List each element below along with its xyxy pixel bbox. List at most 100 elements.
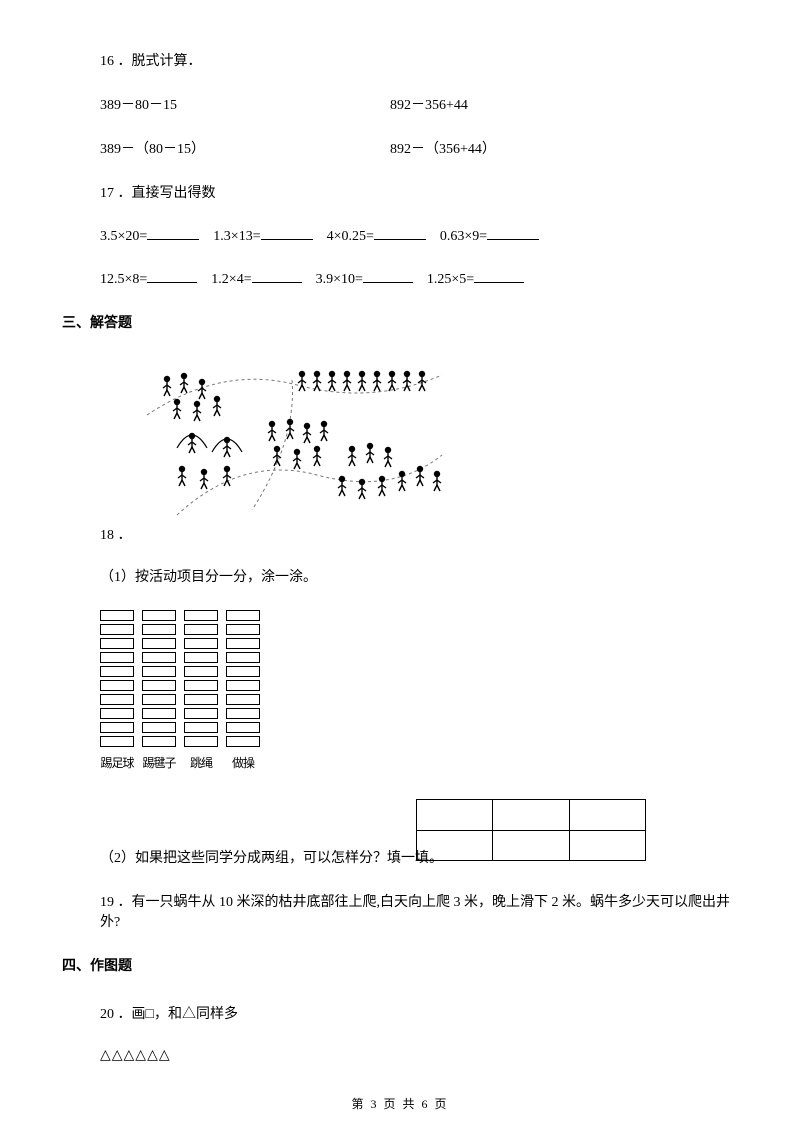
answer-blank[interactable] <box>147 269 197 283</box>
section-3-heading: 三、解答题 <box>62 312 738 332</box>
tally-label: 做操 <box>232 754 254 771</box>
tally-box[interactable] <box>226 736 260 747</box>
tally-box[interactable] <box>184 624 218 635</box>
tally-label: 踢毽子 <box>142 754 175 771</box>
tally-box[interactable] <box>142 680 176 691</box>
tally-box[interactable] <box>226 624 260 635</box>
q19-number: 19 <box>100 895 114 910</box>
q16-title: ．脱式计算． <box>118 54 202 69</box>
fill-grid[interactable] <box>416 799 646 861</box>
tally-box[interactable] <box>142 638 176 649</box>
tally-col-2: 踢毽子 <box>142 610 176 771</box>
q19-text: ．有一只蜗牛从 10 米深的枯井底部往上爬,白天向上爬 3 米，晚上滑下 2 米… <box>100 895 730 930</box>
q17-header: 17 ．直接写出得数 <box>62 182 738 202</box>
tally-box[interactable] <box>184 680 218 691</box>
tally-box[interactable] <box>226 708 260 719</box>
q17-row-2: 12.5×8= 1.2×4= 3.9×10= 1.25×5= <box>62 269 738 288</box>
tally-box[interactable] <box>100 694 134 705</box>
tally-label: 跳绳 <box>190 754 212 771</box>
tally-box[interactable] <box>100 666 134 677</box>
q17-title: ．直接写出得数 <box>118 186 216 201</box>
tally-box[interactable] <box>142 736 176 747</box>
tally-box[interactable] <box>100 708 134 719</box>
tally-box[interactable] <box>226 638 260 649</box>
tally-box[interactable] <box>226 610 260 621</box>
answer-blank[interactable] <box>261 226 313 240</box>
calc-item: 3.5×20= <box>100 229 147 244</box>
tally-box[interactable] <box>142 666 176 677</box>
calc-item: 1.2×4= <box>211 272 251 287</box>
tally-box[interactable] <box>226 680 260 691</box>
q16-expr-2-left: 389－（80－15） <box>100 138 390 158</box>
answer-blank[interactable] <box>474 269 524 283</box>
tally-box[interactable] <box>226 722 260 733</box>
tally-col-1: 踢足球 <box>100 610 134 771</box>
tally-box[interactable] <box>184 694 218 705</box>
q16-row-2: 389－（80－15） 892－（356+44） <box>62 138 738 158</box>
q17-number: 17 <box>100 186 114 201</box>
tally-box[interactable] <box>226 652 260 663</box>
answer-blank[interactable] <box>147 226 199 240</box>
tally-label: 踢足球 <box>100 754 133 771</box>
tally-box[interactable] <box>100 736 134 747</box>
tally-box[interactable] <box>100 638 134 649</box>
tally-box[interactable] <box>142 652 176 663</box>
answer-blank[interactable] <box>363 269 413 283</box>
q16-row-1: 389－80－15 892－356+44 <box>62 94 738 114</box>
footer-right: 页 <box>435 1097 449 1111</box>
tally-box[interactable] <box>100 624 134 635</box>
calc-item: 12.5×8= <box>100 272 147 287</box>
calc-item: 3.9×10= <box>316 272 363 287</box>
tally-box[interactable] <box>100 652 134 663</box>
tally-box[interactable] <box>100 610 134 621</box>
answer-blank[interactable] <box>252 269 302 283</box>
tally-chart: 踢足球 踢毽子 跳绳 做操 <box>100 610 738 771</box>
tally-box[interactable] <box>184 610 218 621</box>
activity-illustration <box>142 360 452 518</box>
tally-col-3: 跳绳 <box>184 610 218 771</box>
tally-box[interactable] <box>226 694 260 705</box>
footer-left: 第 <box>351 1097 365 1111</box>
calc-item: 4×0.25= <box>327 229 374 244</box>
tally-box[interactable] <box>142 624 176 635</box>
calc-item: 1.3×13= <box>213 229 260 244</box>
tally-box[interactable] <box>142 708 176 719</box>
q16-expr-2-right: 892－（356+44） <box>390 138 496 158</box>
q20-triangles: △△△△△△ <box>62 1047 738 1064</box>
q16-header: 16 ．脱式计算． <box>62 50 738 70</box>
footer-page: 3 <box>370 1097 378 1111</box>
calc-item: 0.63×9= <box>440 229 487 244</box>
q20-header: 20 ．画□，和△同样多 <box>62 1003 738 1023</box>
tally-box[interactable] <box>184 722 218 733</box>
tally-col-4: 做操 <box>226 610 260 771</box>
tally-box[interactable] <box>184 638 218 649</box>
tally-box[interactable] <box>184 666 218 677</box>
section-4-heading: 四、作图题 <box>62 955 738 975</box>
q18-dot: ． <box>118 528 132 543</box>
q18-number: 18 <box>100 528 114 543</box>
footer-total: 6 <box>422 1097 430 1111</box>
tally-box[interactable] <box>142 610 176 621</box>
tally-box[interactable] <box>184 652 218 663</box>
footer-mid: 页 共 <box>383 1097 416 1111</box>
tally-box[interactable] <box>184 708 218 719</box>
q16-expr-1-left: 389－80－15 <box>100 94 390 114</box>
q18-header: 18 ． <box>62 524 738 544</box>
tally-box[interactable] <box>100 722 134 733</box>
page-footer: 第 3 页 共 6 页 <box>0 1095 800 1112</box>
q20-number: 20 <box>100 1007 114 1022</box>
q20-text: ．画□，和△同样多 <box>118 1007 238 1022</box>
tally-box[interactable] <box>142 694 176 705</box>
answer-blank[interactable] <box>374 226 426 240</box>
tally-box[interactable] <box>100 680 134 691</box>
q16-expr-1-right: 892－356+44 <box>390 94 468 114</box>
tally-box[interactable] <box>226 666 260 677</box>
q18-sub1: （1）按活动项目分一分，涂一涂。 <box>62 566 738 586</box>
tally-box[interactable] <box>184 736 218 747</box>
q19: 19 ．有一只蜗牛从 10 米深的枯井底部往上爬,白天向上爬 3 米，晚上滑下 … <box>62 891 738 931</box>
calc-item: 1.25×5= <box>427 272 474 287</box>
q17-row-1: 3.5×20= 1.3×13= 4×0.25= 0.63×9= <box>62 226 738 245</box>
tally-box[interactable] <box>142 722 176 733</box>
answer-blank[interactable] <box>487 226 539 240</box>
q16-number: 16 <box>100 54 114 69</box>
